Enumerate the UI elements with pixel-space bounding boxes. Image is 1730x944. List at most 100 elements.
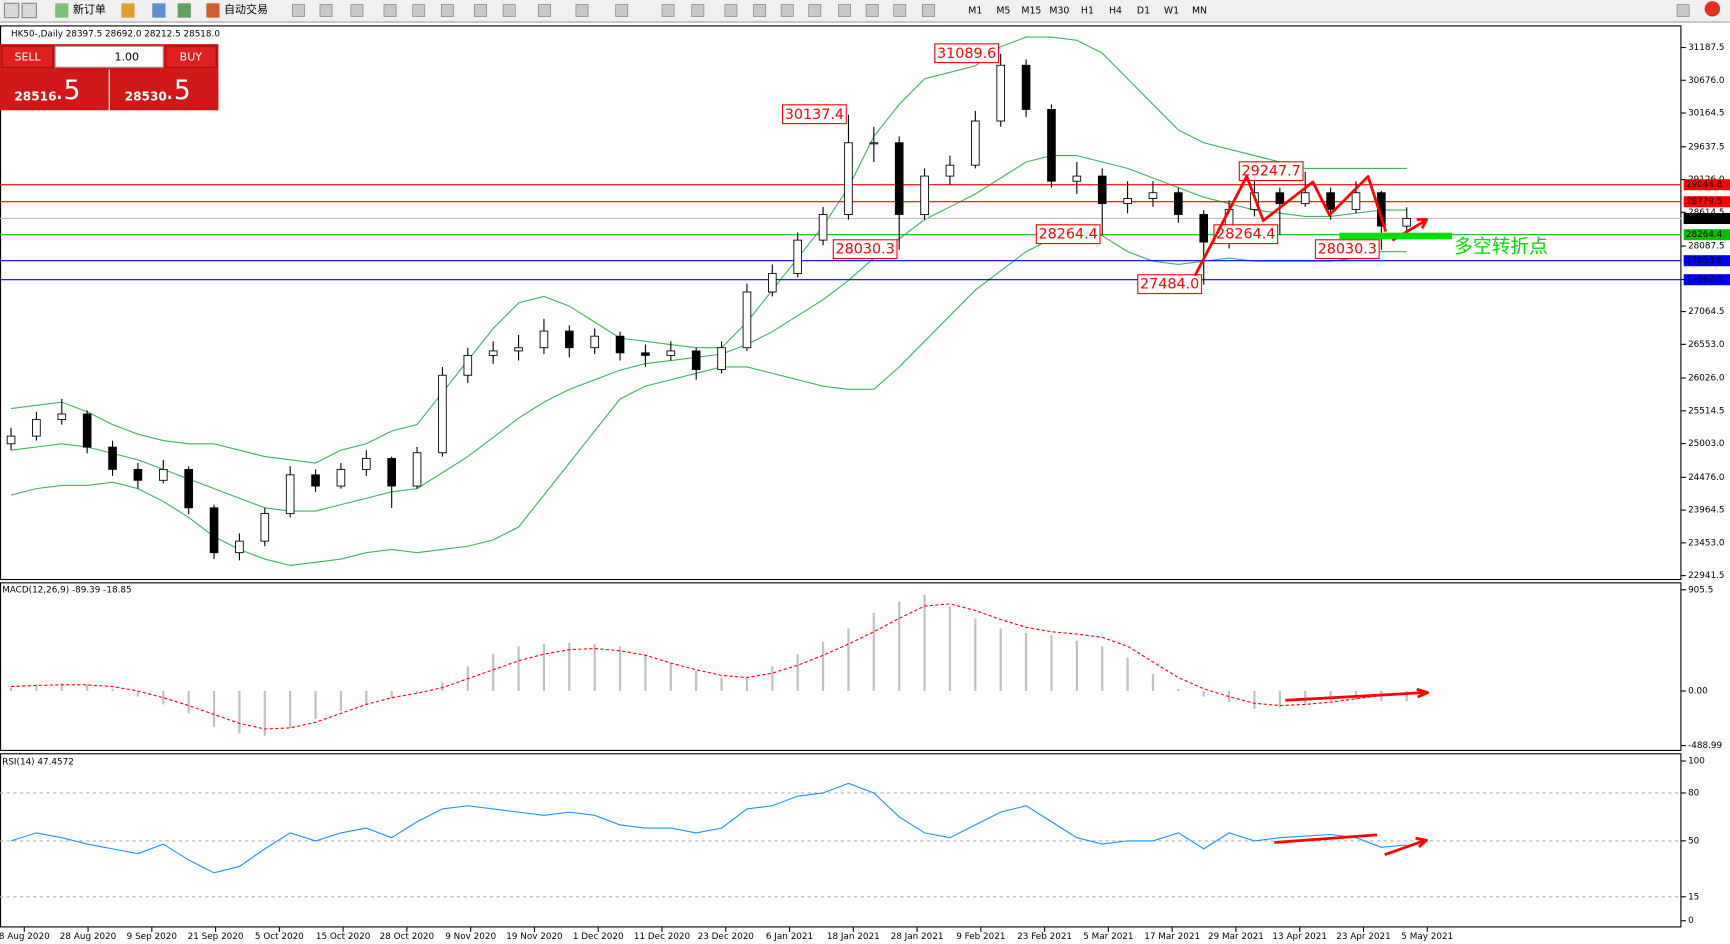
tool-icon[interactable] [922,4,935,17]
notification-badge[interactable] [1704,1,1721,17]
x-tick-label: 13 Apr 2021 [1272,932,1327,942]
ask-price[interactable]: 28530 [125,90,167,104]
candle-body [615,335,625,354]
candle-body [1148,192,1158,199]
tool-icon[interactable] [780,4,794,17]
lot-input[interactable] [54,45,164,68]
tool-icon[interactable] [865,4,879,17]
tool-icon[interactable] [21,2,37,19]
zoom-in[interactable] [383,4,397,17]
tool-icon[interactable] [350,4,364,17]
price-level-tag [1683,255,1730,267]
x-tick-label: 23 Dec 2020 [698,932,755,942]
y-tick-label: 27064.5 [1688,307,1724,317]
tool-icon[interactable] [292,4,305,17]
tool-icon[interactable] [121,3,135,18]
x-tick-label: 28 Aug 2020 [60,932,117,942]
timeframe-button[interactable]: H4 [1109,6,1122,17]
buy-button[interactable] [164,45,217,68]
tool-icon[interactable] [474,4,487,17]
timeframe-button[interactable]: M5 [996,6,1010,17]
candle-body [590,335,599,349]
tool-icon[interactable] [838,4,851,17]
candle-body [1402,218,1412,227]
auto-trade-button[interactable]: 自动交易 [224,2,268,16]
candle-body [1097,175,1107,205]
candle-body [1047,109,1056,182]
candle-body [691,350,701,370]
bollinger-band [10,155,1407,512]
sell-label[interactable]: SELL [14,50,41,63]
x-tick-label: 6 Jan 2021 [766,932,813,942]
auto-trade-icon[interactable] [206,3,220,18]
timeframe-button[interactable]: W1 [1164,6,1179,17]
tool-icon[interactable] [3,2,20,19]
candle-body [717,347,726,370]
timeframe-button[interactable]: D1 [1137,6,1150,17]
bid-price[interactable]: 28516 [14,90,56,104]
x-tick-label: 28 Jan 2021 [891,932,944,942]
tool-icon[interactable] [724,4,738,17]
tool-icon[interactable] [808,4,822,17]
candle-body [996,64,1006,122]
sell-button[interactable] [1,45,54,68]
tool-icon[interactable] [177,3,191,18]
buy-label[interactable]: BUY [180,50,203,63]
tool-icon[interactable] [440,4,454,17]
y-tick-label: 24476.0 [1688,473,1725,483]
signal-line [11,603,1407,730]
timeframe-button[interactable]: MN [1192,6,1207,17]
y-tick-label: 26553.0 [1688,340,1725,350]
candle-body [463,354,473,376]
bid-pips[interactable]: .5 [55,75,80,106]
price-annotation-box [1035,224,1101,245]
new-order-button[interactable]: 新订单 [73,2,106,16]
price-annotation-box [1314,239,1380,260]
rsi-arrow [1274,833,1428,856]
lot-value[interactable]: 1.00 [114,50,139,63]
x-tick-label: 5 Oct 2020 [255,932,304,942]
indicator-title: RSI(14) 47.4572 [2,758,74,768]
tool-icon[interactable] [319,4,333,17]
timeframe-button[interactable]: H1 [1081,6,1094,17]
tool-icon[interactable] [615,4,629,17]
toolbar-bg [0,0,1730,23]
timeframe-button[interactable]: M1 [968,6,982,17]
tool-icon[interactable] [575,4,589,17]
price-annotation: 28264.4 [1216,227,1275,243]
tool-icon[interactable] [753,4,767,17]
x-tick-label: 9 Feb 2021 [956,932,1005,942]
bollinger-band [10,36,1407,464]
price-level-tag [1683,179,1730,191]
y-tick-label: 28614.5 [1688,208,1724,218]
search-icon[interactable] [1676,4,1690,17]
y-tick-label: 50 [1688,836,1700,846]
tool-icon[interactable] [502,4,516,17]
timeframe-button[interactable]: M15 [1021,6,1041,17]
candle-body [869,142,879,145]
candle-body [488,350,498,356]
x-tick-label: 5 Mar 2021 [1083,932,1133,942]
y-tick-label: 25003.0 [1688,439,1725,449]
new-order-icon[interactable] [55,3,69,18]
cursor-tool[interactable] [661,4,675,17]
y-tick-label: 23964.5 [1688,506,1724,516]
price-level-label: 27562.0 [1686,275,1723,285]
indicator-title: MACD(12,26,9) -89.39 -18.85 [2,586,131,596]
price-level-label: 29044.8 [1686,180,1722,190]
ask-pips[interactable]: .5 [165,75,190,106]
crosshair-tool[interactable] [691,4,705,17]
price-annotation: 27484.0 [1140,277,1199,293]
price-annotation: 28030.3 [1318,242,1377,258]
x-tick-label: 19 Nov 2020 [506,932,563,942]
tool-icon[interactable] [538,4,551,17]
timeframe-button[interactable]: M30 [1049,6,1069,17]
trend-arrow [1193,175,1388,277]
tool-icon[interactable] [893,4,907,17]
zoom-out[interactable] [412,4,426,17]
price-annotation: 31089.6 [937,46,996,62]
candle-body [285,474,295,515]
tool-icon[interactable] [152,3,166,18]
